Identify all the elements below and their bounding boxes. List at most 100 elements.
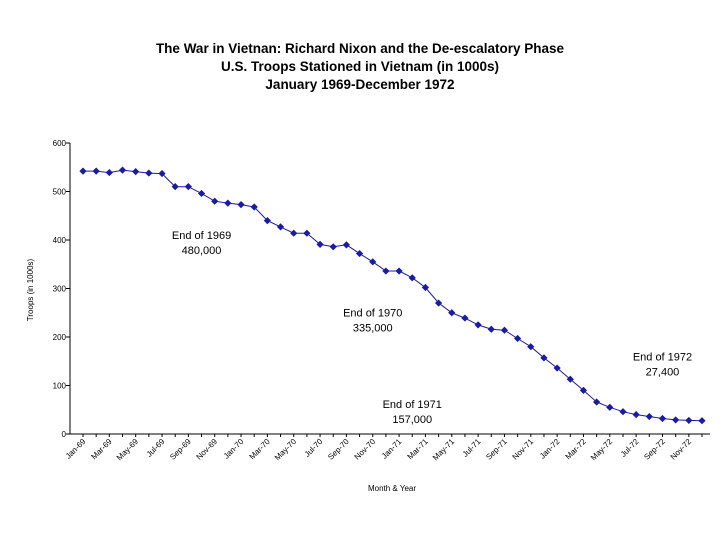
data-point	[263, 217, 271, 225]
data-point	[421, 283, 430, 292]
x-tick-label: Mar-72	[564, 437, 589, 462]
x-tick-label: Jan-69	[64, 437, 88, 461]
data-point	[224, 199, 232, 207]
x-tick-label: May-72	[589, 437, 615, 463]
y-tick-label: 300	[53, 285, 67, 294]
annotation-text: End of 1970	[343, 308, 402, 320]
data-point	[316, 240, 324, 248]
x-tick-label: Mar-70	[248, 437, 273, 462]
x-tick-label: Mar-71	[406, 437, 431, 462]
annotation-text: 157,000	[392, 414, 432, 426]
x-axis-label: Month & Year	[368, 484, 416, 493]
data-point	[685, 416, 693, 425]
data-point	[158, 169, 166, 178]
series-line	[83, 169, 703, 422]
x-tick-label: Sep-69	[168, 437, 193, 462]
x-tick-label: Jan-72	[538, 437, 562, 461]
data-point	[118, 166, 127, 174]
annotation-text: End of 1971	[383, 399, 442, 411]
data-point	[211, 197, 219, 205]
x-tick-label: Sep-71	[484, 437, 509, 462]
annotation-text: 27,400	[646, 367, 680, 379]
y-tick-label: 600	[53, 139, 67, 148]
data-point	[171, 183, 179, 191]
data-point	[645, 412, 653, 421]
data-point	[184, 183, 192, 191]
data-point	[619, 408, 627, 416]
data-point	[672, 416, 680, 424]
y-tick-label: 500	[53, 188, 67, 197]
data-point	[395, 267, 403, 275]
data-point	[355, 249, 364, 258]
data-point	[408, 274, 416, 282]
x-tick-label: Mar-69	[89, 437, 114, 462]
data-point	[566, 375, 574, 383]
data-point	[527, 343, 535, 351]
data-point	[658, 414, 667, 423]
data-point	[434, 299, 443, 307]
x-tick-label: Jul-71	[461, 437, 483, 459]
x-tick-label: Sep-70	[326, 437, 351, 462]
data-point	[593, 398, 601, 406]
x-tick-label: Jul-69	[145, 437, 167, 459]
x-tick-label: May-70	[273, 437, 299, 463]
chart-axes	[69, 143, 710, 435]
data-point	[197, 189, 206, 198]
annotation-text: 335,000	[353, 323, 393, 335]
data-point	[369, 258, 377, 266]
data-point	[487, 325, 495, 333]
chart-title-line-1: The War in Vietnan: Richard Nixon and th…	[155, 41, 565, 56]
data-point	[579, 386, 588, 394]
x-tick-label: May-71	[431, 437, 457, 463]
data-point	[237, 200, 245, 209]
x-axis-ticks: Jan-69 Mar-69 May-69 Jul-69 Sep-69 Nov-69 Jan-…	[64, 434, 703, 463]
x-tick-label: Nov-71	[511, 437, 536, 462]
data-point	[474, 321, 482, 329]
y-axis-label: Troops (in 1000s)	[26, 258, 35, 321]
data-point	[250, 203, 258, 211]
data-point	[132, 168, 140, 176]
y-tick-label: 0	[62, 430, 67, 439]
annotation-text: End of 1972	[633, 352, 692, 364]
data-point	[276, 223, 285, 231]
x-tick-label: Jan-71	[380, 437, 404, 461]
y-tick-label: 200	[53, 333, 67, 342]
data-point	[448, 309, 456, 317]
data-point	[500, 326, 509, 334]
data-point	[553, 364, 561, 372]
data-point	[461, 314, 469, 322]
troops-series	[79, 166, 706, 425]
x-tick-label: Jan-70	[222, 437, 246, 461]
data-point	[342, 241, 351, 249]
chart-title: The War in Vietnan: Richard Nixon and th…	[0, 40, 720, 94]
y-axis-ticks: 0 100 200 300 400 500 600	[53, 139, 70, 439]
y-tick-label: 400	[53, 236, 67, 245]
data-point	[145, 169, 153, 177]
chart-title-line-3: January 1969-December 1972	[265, 77, 455, 92]
x-tick-label: Nov-70	[353, 437, 378, 462]
data-point	[105, 168, 113, 177]
x-tick-label: Sep-72	[642, 437, 667, 462]
data-point	[698, 417, 706, 425]
x-tick-label: Nov-72	[669, 437, 694, 462]
annotation-text: End of 1969	[172, 230, 231, 242]
chart-title-line-2: U.S. Troops Stationed in Vietnam (in 100…	[220, 59, 500, 74]
x-tick-label: Jul-72	[619, 437, 641, 459]
data-point	[514, 334, 522, 343]
data-point	[303, 229, 311, 237]
data-point	[606, 403, 614, 411]
data-point	[540, 354, 548, 362]
x-tick-label: May-69	[115, 437, 141, 463]
data-point	[79, 167, 87, 175]
x-tick-label: Nov-69	[195, 437, 220, 462]
annotation-text: 480,000	[182, 245, 222, 257]
y-tick-label: 100	[53, 382, 67, 391]
data-point	[382, 267, 390, 275]
x-tick-label: Jul-70	[303, 437, 325, 459]
data-point	[92, 167, 100, 175]
data-point	[329, 243, 337, 251]
data-point	[290, 229, 298, 237]
data-point	[632, 411, 640, 419]
annotations: End of 1969 480,000 End of 1970 335,000 End …	[172, 230, 692, 426]
